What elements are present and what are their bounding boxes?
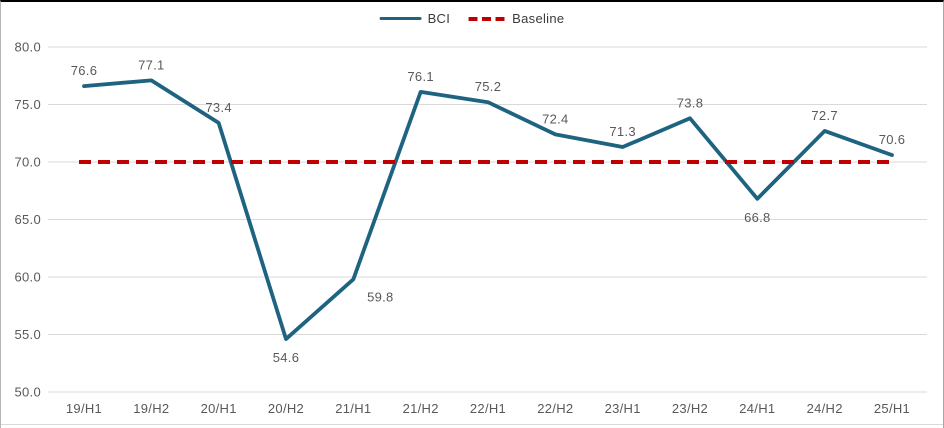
baseline-legend-label: Baseline: [512, 11, 565, 26]
data-label: 76.1: [407, 69, 434, 84]
y-tick-label: 60.0: [14, 270, 41, 285]
x-tick-label: 25/H1: [874, 401, 910, 416]
y-tick-label: 70.0: [14, 155, 41, 170]
x-tick-label: 21/H1: [335, 401, 371, 416]
data-label: 72.7: [811, 108, 838, 123]
y-tick-label: 80.0: [14, 40, 41, 55]
x-tick-label: 20/H2: [268, 401, 304, 416]
data-label: 70.6: [879, 132, 906, 147]
legend-item-bci: BCI: [379, 11, 451, 26]
data-label: 72.4: [542, 111, 569, 126]
bci-series-line: [82, 78, 894, 342]
data-label: 73.4: [205, 100, 232, 115]
x-tick-label: 21/H2: [403, 401, 439, 416]
x-tick-label: 24/H2: [807, 401, 843, 416]
y-tick-label: 65.0: [14, 212, 41, 227]
x-tick-label: 19/H2: [133, 401, 169, 416]
y-tick-label: 50.0: [14, 385, 41, 400]
x-tick-label: 24/H1: [739, 401, 775, 416]
x-tick-label: 19/H1: [66, 401, 102, 416]
legend-item-baseline: Baseline: [468, 11, 564, 26]
baseline-legend-dash-icon: [468, 16, 507, 21]
x-tick-label: 23/H2: [672, 401, 708, 416]
data-label: 77.1: [138, 57, 165, 72]
data-label: 59.8: [367, 289, 394, 304]
x-tick-label: 22/H2: [537, 401, 573, 416]
legend: BCI Baseline: [379, 11, 565, 26]
data-label: 76.6: [71, 63, 98, 78]
y-tick-label: 75.0: [14, 97, 41, 112]
bci-legend-label: BCI: [427, 11, 451, 26]
x-tick-label: 20/H1: [201, 401, 237, 416]
x-tick-label: 23/H1: [605, 401, 641, 416]
y-tick-label: 55.0: [14, 327, 41, 342]
data-label: 66.8: [744, 210, 771, 225]
data-label: 71.3: [609, 124, 636, 139]
bci-legend-line-icon: [379, 16, 422, 21]
bottom-frame-line: [1, 424, 943, 425]
x-tick-label: 22/H1: [470, 401, 506, 416]
data-label: 73.8: [677, 95, 704, 110]
data-label: 75.2: [475, 79, 502, 94]
data-label: 54.6: [273, 350, 300, 365]
